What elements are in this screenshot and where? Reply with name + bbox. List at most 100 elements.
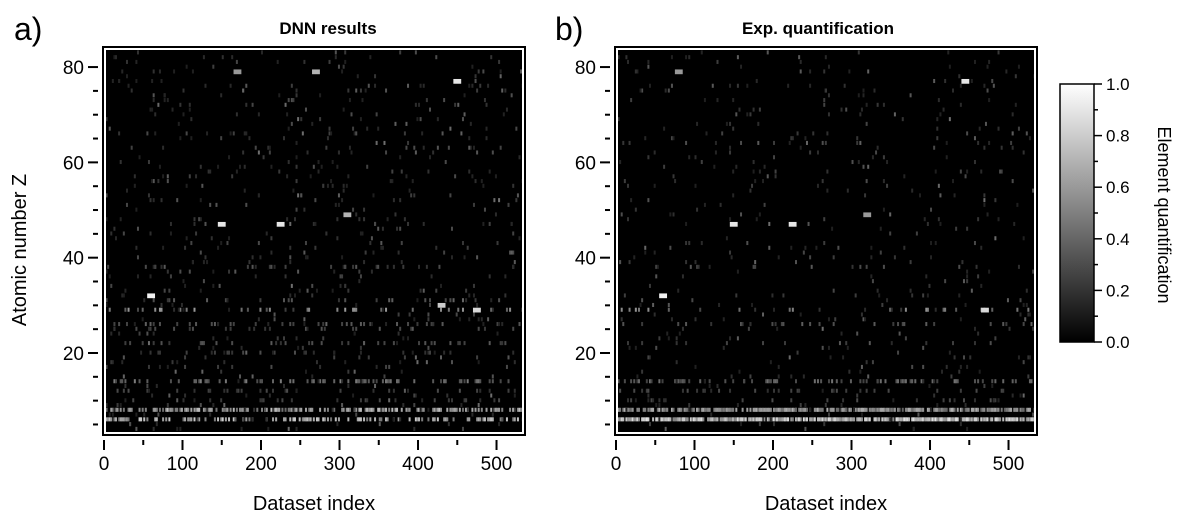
x-tick-label: 0 [99, 454, 110, 475]
heatmap-cell [381, 245, 384, 250]
heatmap-cell [367, 83, 370, 88]
heatmap-cell [411, 326, 414, 331]
heatmap-cell [1030, 322, 1033, 327]
heatmap-cell [898, 407, 901, 412]
heatmap-cell [322, 183, 325, 188]
heatmap-cell [447, 145, 450, 150]
heatmap-cell [952, 417, 954, 422]
heatmap-cell [358, 407, 361, 412]
heatmap-cell [377, 407, 380, 412]
heatmap-cell [344, 59, 347, 64]
heatmap-cell [135, 78, 138, 84]
heatmap-cell [961, 407, 964, 412]
heatmap-cell [141, 307, 144, 312]
x-axis-title-a: Dataset index [253, 493, 375, 515]
heatmap-cell [827, 345, 830, 350]
heatmap-cell [315, 288, 318, 293]
heatmap-cell [816, 407, 819, 412]
heatmap-cell [859, 388, 862, 393]
heatmap-cell [840, 417, 843, 422]
y-tick-label: 60 [63, 153, 84, 174]
heatmap-cell [143, 412, 146, 417]
heatmap-cell [641, 341, 644, 346]
heatmap-cell [620, 317, 623, 322]
heatmap-cell [152, 98, 155, 103]
heatmap-cell [683, 407, 686, 412]
heatmap-cell [162, 407, 165, 412]
heatmap-cell [226, 407, 229, 412]
heatmap-cell [199, 341, 202, 346]
heatmap-cell [337, 193, 340, 198]
heatmap-cell [436, 145, 439, 150]
heatmap-cell [278, 169, 281, 174]
heatmap-cell [809, 150, 812, 155]
heatmap-cell [757, 140, 760, 145]
heatmap-cell [969, 417, 972, 422]
heatmap-cell [1003, 407, 1006, 412]
heatmap-cell [812, 131, 815, 136]
heatmap-cell [461, 298, 464, 303]
heatmap-cell [900, 379, 903, 384]
heatmap-cell [290, 398, 293, 403]
heatmap-cell [692, 407, 695, 412]
heatmap-cell [994, 236, 997, 241]
heatmap-cell [873, 417, 876, 422]
heatmap-cell [499, 145, 502, 150]
heatmap-cell [303, 250, 306, 255]
heatmap-cell [454, 174, 457, 179]
heatmap-cell [163, 98, 166, 103]
heatmap-cell [399, 155, 402, 160]
heatmap-cell [286, 388, 289, 393]
heatmap-cell [251, 264, 254, 269]
heatmap-cell [1000, 407, 1003, 412]
heatmap-cell [440, 407, 442, 412]
heatmap-cell [279, 341, 282, 346]
colorbar-tick-label: 0.0 [1106, 333, 1130, 352]
heatmap-cell [876, 288, 879, 293]
heatmap-cell [298, 417, 301, 422]
heatmap-cell [160, 78, 163, 84]
heatmap-cell [496, 322, 499, 327]
heatmap-cell [458, 341, 461, 346]
heatmap-cell [674, 379, 677, 384]
heatmap-cell [625, 417, 628, 422]
heatmap-cell [301, 417, 304, 422]
heatmap-cell [941, 417, 944, 422]
heatmap-cell [708, 379, 711, 384]
heatmap-cell [849, 417, 852, 422]
heatmap-background [616, 48, 1036, 434]
heatmap-cell [735, 417, 738, 422]
heatmap-cell [826, 169, 829, 174]
heatmap-cell [135, 245, 138, 250]
heatmap-cell [185, 350, 188, 355]
heatmap-cell [842, 398, 845, 403]
heatmap-cell [782, 293, 785, 298]
heatmap-cell [716, 407, 719, 412]
heatmap-cell [166, 364, 169, 369]
heatmap-cell [658, 407, 661, 412]
heatmap-cell [195, 322, 198, 327]
heatmap-cell [284, 341, 287, 346]
heatmap-cell [461, 407, 464, 412]
heatmap-cell [973, 379, 976, 384]
plot-title-b: Exp. quantification [742, 19, 894, 38]
heatmap-cell [873, 322, 876, 327]
heatmap-cell [171, 407, 174, 412]
heatmap-cell [937, 217, 940, 222]
heatmap-cell [948, 417, 951, 422]
heatmap-cell [154, 264, 157, 269]
heatmap-cell [973, 136, 976, 141]
heatmap-cell [647, 355, 650, 360]
heatmap-cell [945, 407, 948, 412]
heatmap-cell [243, 407, 246, 412]
heatmap-cell [1002, 417, 1005, 422]
heatmap-cell [276, 59, 279, 64]
heatmap-cell [399, 198, 402, 203]
x-tick-label: 300 [324, 454, 356, 475]
heatmap-cell [838, 341, 841, 346]
heatmap-cell [769, 360, 772, 365]
heatmap-cell [810, 264, 813, 269]
heatmap-cell [359, 88, 362, 93]
heatmap-cell [983, 198, 986, 203]
heatmap-cell [215, 202, 218, 207]
